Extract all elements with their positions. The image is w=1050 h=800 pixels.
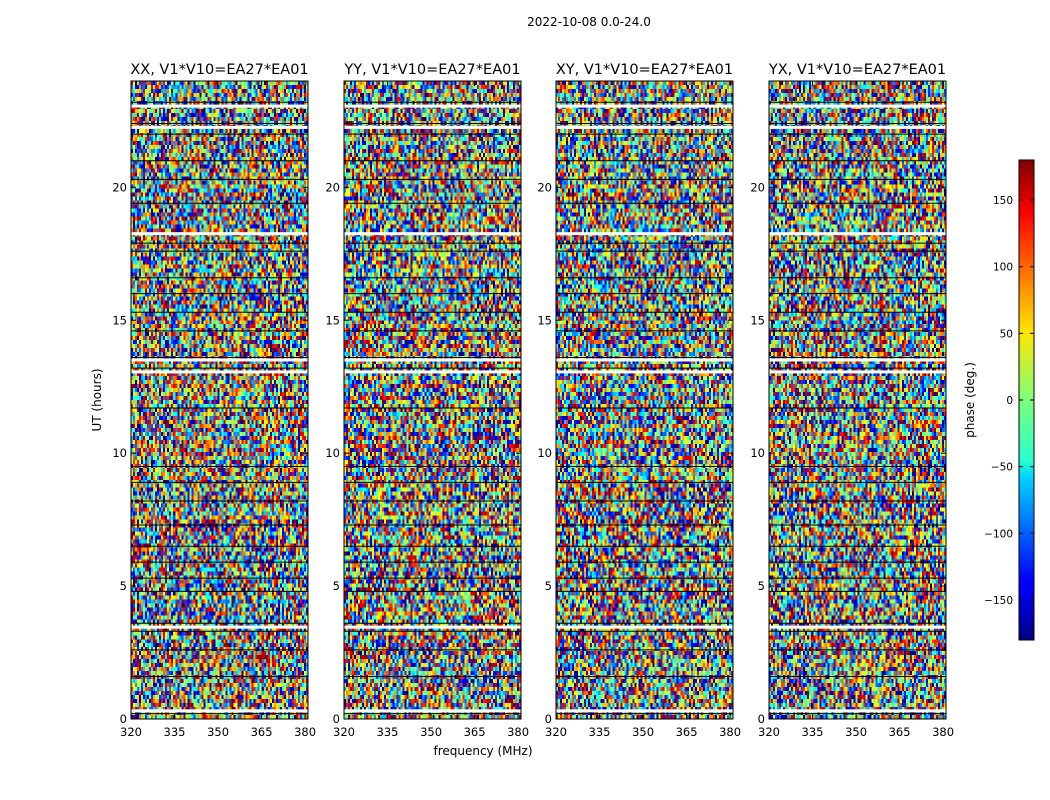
y-tick-label: 0 <box>120 712 127 726</box>
phase-heatmap <box>769 81 946 719</box>
y-tick-label: 0 <box>333 712 340 726</box>
panel-title: XX, V1*V10=EA27*EA01 <box>130 62 308 78</box>
flagged-band <box>131 125 308 129</box>
panel-frame <box>130 80 309 720</box>
flagged-band <box>556 709 733 713</box>
panel-1: XX, V1*V10=EA27*EA01 320 335 350 365 380 0 5 10 1… <box>112 62 316 739</box>
x-tick-label: 365 <box>676 725 698 739</box>
y-tick-label: 15 <box>750 313 765 327</box>
y-tick-label: 10 <box>112 446 127 460</box>
y-tick-label: 10 <box>537 446 552 460</box>
colorbar-tick-label: 50 <box>1000 328 1013 340</box>
flagged-band <box>769 709 946 713</box>
colorbar-tick-label: −150 <box>984 595 1013 607</box>
flagged-band <box>769 104 946 108</box>
flagged-band <box>344 709 521 713</box>
x-tick-label: 320 <box>333 725 355 739</box>
y-tick-label: 0 <box>758 712 765 726</box>
y-tick-label: 20 <box>537 180 552 194</box>
x-tick-label: 380 <box>294 725 316 739</box>
colorbar-tick-label: 150 <box>993 195 1013 207</box>
x-tick-label: 350 <box>207 725 229 739</box>
flagged-band <box>556 625 733 629</box>
panel-title: XY, V1*V10=EA27*EA01 <box>556 62 733 78</box>
y-tick-label: 0 <box>545 712 552 726</box>
x-tick-label: 380 <box>719 725 741 739</box>
panel-frame <box>343 80 522 720</box>
panel-title: YY, V1*V10=EA27*EA01 <box>343 62 520 78</box>
y-axis-label: UT (hours) <box>90 368 104 431</box>
colorbar-tick-label: −50 <box>991 462 1013 474</box>
y-tick-label: 15 <box>112 313 127 327</box>
flagged-band <box>556 125 733 129</box>
y-tick-label: 5 <box>333 579 340 593</box>
panel-frame <box>555 80 734 720</box>
flagged-band <box>769 370 946 374</box>
x-tick-label: 365 <box>251 725 273 739</box>
x-tick-label: 335 <box>589 725 611 739</box>
x-tick-label: 335 <box>802 725 824 739</box>
flagged-band <box>556 358 733 362</box>
x-tick-label: 350 <box>420 725 442 739</box>
y-tick-label: 10 <box>325 446 340 460</box>
y-tick-label: 5 <box>545 579 552 593</box>
y-tick-label: 15 <box>325 313 340 327</box>
flagged-band <box>131 232 308 236</box>
y-tick-label: 10 <box>750 446 765 460</box>
flagged-band <box>344 625 521 629</box>
flagged-band <box>131 709 308 713</box>
y-tick-label: 20 <box>112 180 127 194</box>
flagged-band <box>131 625 308 629</box>
panel-3: XY, V1*V10=EA27*EA01 320 335 350 365 380 0 5 10 1… <box>537 62 741 739</box>
x-tick-label: 365 <box>889 725 911 739</box>
flagged-band <box>344 370 521 374</box>
x-tick-label: 320 <box>120 725 142 739</box>
panel-2: YY, V1*V10=EA27*EA01 320 335 350 365 380 0 5 10 1… <box>325 62 529 739</box>
flagged-band <box>131 358 308 362</box>
colorbar: 150 100 50 0 −50 −100 −150 <box>984 159 1035 641</box>
flagged-band <box>769 625 946 629</box>
flagged-band <box>131 104 308 108</box>
flagged-band <box>344 358 521 362</box>
x-tick-label: 380 <box>507 725 529 739</box>
x-tick-label: 335 <box>377 725 399 739</box>
colorbar-label: phase (deg.) <box>963 362 977 438</box>
y-tick-label: 15 <box>537 313 552 327</box>
flagged-band <box>344 232 521 236</box>
flagged-band <box>131 370 308 374</box>
y-tick-label: 5 <box>120 579 127 593</box>
x-tick-label: 365 <box>464 725 486 739</box>
flagged-band <box>556 232 733 236</box>
flagged-band <box>556 370 733 374</box>
figure-title: 2022-10-08 0.0-24.0 <box>527 15 651 29</box>
phase-heatmap <box>344 81 521 719</box>
flagged-band <box>769 358 946 362</box>
colorbar-tick-label: −100 <box>984 528 1013 540</box>
phase-heatmap <box>131 81 308 719</box>
x-tick-label: 350 <box>845 725 867 739</box>
colorbar-tick-label: 0 <box>1006 395 1013 407</box>
panel-title: YX, V1*V10=EA27*EA01 <box>768 62 946 78</box>
x-tick-label: 320 <box>758 725 780 739</box>
colorbar-tick-label: 100 <box>993 262 1013 274</box>
x-tick-label: 380 <box>932 725 954 739</box>
y-tick-label: 20 <box>750 180 765 194</box>
panel-4: YX, V1*V10=EA27*EA01 320 335 350 365 380 0 5 10 1… <box>750 62 954 739</box>
x-axis-label: frequency (MHz) <box>433 744 532 758</box>
flagged-band <box>769 232 946 236</box>
y-tick-label: 5 <box>758 579 765 593</box>
panel-frame <box>768 80 947 720</box>
flagged-band <box>769 125 946 129</box>
panels: XX, V1*V10=EA27*EA01 320 335 350 365 380 0 5 10 1… <box>112 62 954 739</box>
flagged-band <box>344 125 521 129</box>
phase-heatmap <box>556 81 733 719</box>
x-tick-label: 350 <box>632 725 654 739</box>
y-tick-label: 20 <box>325 180 340 194</box>
flagged-band <box>556 104 733 108</box>
x-tick-label: 335 <box>164 725 186 739</box>
x-tick-label: 320 <box>545 725 567 739</box>
flagged-band <box>344 104 521 108</box>
